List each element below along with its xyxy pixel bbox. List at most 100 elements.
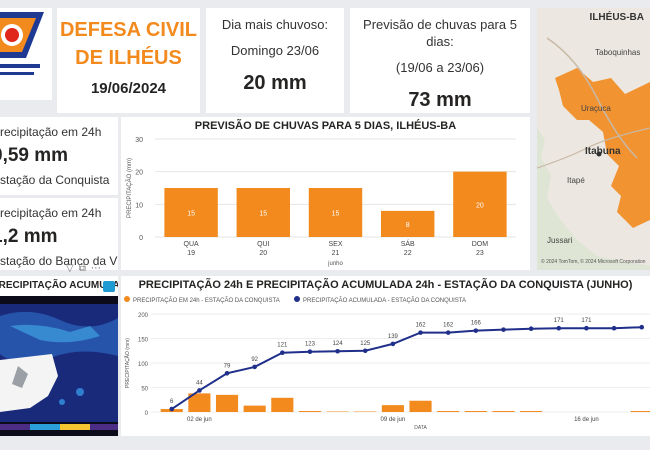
map-attribution: © 2024 TomTom, © 2024 Microsoft Corporat… bbox=[541, 259, 646, 265]
bar-chart-title: PREVISÃO DE CHUVAS PARA 5 DIAS, ILHÉUS-B… bbox=[194, 120, 457, 132]
x-tick-label: SÁB bbox=[401, 239, 415, 248]
x-tick-day: 21 bbox=[332, 250, 340, 257]
precip-card-conquista: Precipitação em 24h 0,59 mm Estação da C… bbox=[0, 117, 118, 195]
cumulative-point bbox=[280, 350, 285, 356]
precip-station: Estação do Banco da Vitória bbox=[0, 254, 118, 268]
daily-bar bbox=[215, 394, 239, 412]
daily-bar bbox=[437, 411, 460, 412]
cumulative-point bbox=[362, 348, 368, 354]
x-axis-label: DATA bbox=[414, 425, 427, 431]
more-options-icon[interactable]: ⋯ bbox=[90, 263, 106, 274]
x-tick-label: QUA bbox=[184, 241, 200, 248]
daily-bar bbox=[298, 411, 322, 412]
forecast-bar-chart: PREVISÃO DE CHUVAS PARA 5 DIAS, ILHÉUS-B… bbox=[121, 117, 530, 270]
daily-bar bbox=[243, 405, 266, 412]
daily-bar bbox=[409, 400, 432, 412]
bar bbox=[236, 188, 291, 237]
x-tick-day: 20 bbox=[259, 250, 267, 257]
place-label: Itapé bbox=[567, 176, 585, 185]
map-canvas[interactable] bbox=[537, 8, 650, 270]
legend-label-cumulative: PRECIPITAÇÃO ACUMULADA - ESTAÇÃO DA CONQ… bbox=[303, 297, 466, 304]
radar-image-card: PRECIPITAÇÃO ACUMULADA bbox=[0, 276, 118, 436]
x-axis-label: junho bbox=[327, 261, 343, 267]
daily-bar bbox=[381, 405, 404, 412]
legend-marker-daily bbox=[124, 296, 130, 302]
forecast-label: Previsão de chuvas para 5 dias: bbox=[363, 17, 517, 49]
daily-bar bbox=[492, 411, 515, 412]
cumulative-point bbox=[252, 364, 257, 370]
bar bbox=[380, 210, 435, 237]
bar bbox=[164, 188, 218, 237]
cumulative-point bbox=[335, 348, 340, 354]
bar-value-label: 20 bbox=[476, 202, 484, 209]
logo-emblem bbox=[0, 8, 52, 100]
y-tick-label: 50 bbox=[141, 387, 148, 393]
forecast-value: 73 mm bbox=[408, 89, 472, 111]
legend-marker-cumulative bbox=[294, 296, 300, 302]
cumulative-point bbox=[528, 326, 534, 331]
cumulative-value-label: 123 bbox=[305, 342, 316, 348]
line-chart-title: PRECIPITAÇÃO 24h E PRECIPITAÇÃO ACUMULAD… bbox=[138, 279, 633, 291]
precip-label: Precipitação em 24h bbox=[0, 206, 102, 220]
y-tick-label: 0 bbox=[145, 411, 149, 417]
visual-header-icons: ▽⧉⋯ bbox=[66, 263, 106, 274]
daily-bar bbox=[630, 411, 650, 412]
radar-image bbox=[0, 296, 118, 436]
cumulative-value-label: 125 bbox=[360, 341, 371, 347]
report-date: 19/06/2024 bbox=[90, 80, 167, 97]
cumulative-value-label: 79 bbox=[224, 363, 231, 369]
legend-label-daily: PRECIPITAÇÃO EM 24h - ESTAÇÃO DA CONQUIS… bbox=[133, 297, 280, 304]
title-line-2: DE ILHÉUS bbox=[75, 47, 182, 69]
bar bbox=[308, 188, 363, 237]
precip-card-banco-vitoria: Precipitação em 24h 1,2 mm Estação do Ba… bbox=[0, 198, 118, 270]
bar-value-label: 15 bbox=[187, 211, 195, 218]
cumulative-value-label: 92 bbox=[251, 357, 258, 363]
expand-icon[interactable]: ⧉ bbox=[78, 263, 91, 274]
cumulative-point bbox=[418, 330, 423, 335]
precip-label: Precipitação em 24h bbox=[0, 125, 102, 139]
title-card: DEFESA CIVIL DE ILHÉUS 19/06/2024 bbox=[57, 8, 200, 113]
cumulative-value-label: 171 bbox=[581, 318, 592, 324]
y-tick-label: 20 bbox=[135, 170, 143, 177]
cumulative-value-label: 162 bbox=[416, 323, 427, 329]
x-tick-label: QUI bbox=[257, 241, 270, 248]
cumulative-point bbox=[169, 406, 175, 412]
x-tick-label: 02 de jun bbox=[187, 417, 212, 423]
image-toggle-icon[interactable] bbox=[103, 281, 115, 292]
y-tick-label: 200 bbox=[138, 313, 149, 319]
y-tick-label: 10 bbox=[135, 202, 143, 209]
precip-station: Estação da Conquista bbox=[0, 173, 110, 187]
cumulative-line bbox=[171, 326, 642, 410]
filter-icon[interactable]: ▽ bbox=[66, 263, 79, 274]
daily-bar bbox=[188, 393, 211, 412]
ilheus-map[interactable]: ILHÉUS-BA Taboquinhas Uraçuca Itabuna It… bbox=[537, 8, 650, 270]
precip-value: 1,2 mm bbox=[0, 226, 58, 247]
precip-value: 0,59 mm bbox=[0, 145, 69, 166]
rainiest-day-card: Dia mais chuvoso: Domingo 23/06 20 mm bbox=[206, 8, 344, 113]
bar-value-label: 8 bbox=[406, 222, 410, 229]
x-tick-label: 16 de jun bbox=[574, 417, 599, 423]
y-tick-label: 150 bbox=[138, 338, 149, 344]
radar-title: PRECIPITAÇÃO ACUMULADA bbox=[0, 280, 118, 291]
forecast-total-card: Previsão de chuvas para 5 dias: (19/06 a… bbox=[350, 8, 530, 113]
cumulative-point bbox=[197, 388, 202, 393]
x-tick-day: 19 bbox=[187, 250, 195, 257]
cumulative-point bbox=[556, 325, 562, 331]
rainiest-day-date: Domingo 23/06 bbox=[230, 43, 320, 58]
cumulative-value-label: 121 bbox=[277, 343, 288, 349]
municipality-area[interactable] bbox=[555, 68, 650, 228]
cumulative-point bbox=[611, 325, 617, 331]
x-tick-day: 23 bbox=[476, 250, 484, 257]
x-tick-day: 22 bbox=[404, 250, 412, 257]
cumulative-point bbox=[639, 324, 645, 330]
cumulative-value-label: 162 bbox=[443, 323, 454, 329]
defesa-civil-logo bbox=[0, 8, 52, 100]
title-line-1: DEFESA CIVIL bbox=[59, 19, 198, 41]
cumulative-point bbox=[501, 327, 506, 332]
rainiest-day-value: 20 mm bbox=[243, 72, 307, 94]
y-axis-label: PRECIPITAÇÃO (mm) bbox=[126, 158, 133, 218]
place-label: Jussari bbox=[547, 236, 573, 245]
daily-cumulative-chart: PRECIPITAÇÃO 24h E PRECIPITAÇÃO ACUMULAD… bbox=[121, 276, 650, 436]
x-tick-label: SEX bbox=[328, 241, 342, 248]
y-tick-label: 0 bbox=[139, 235, 143, 242]
